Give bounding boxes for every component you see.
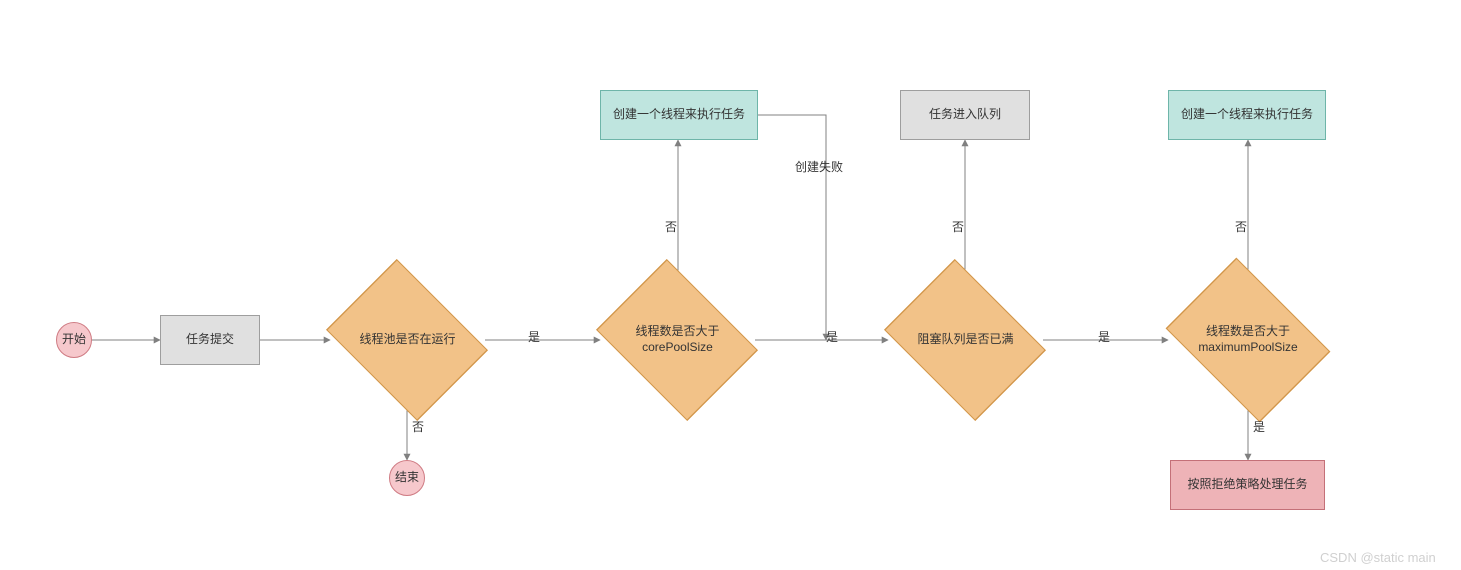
watermark-text: CSDN @static main bbox=[1320, 550, 1436, 565]
submit-label: 任务提交 bbox=[186, 332, 234, 348]
core-decision: 线程数是否大于 corePoolSize bbox=[600, 280, 755, 400]
start-terminator: 开始 bbox=[56, 322, 92, 358]
running-label: 线程池是否在运行 bbox=[359, 332, 455, 348]
edge-label: 是 bbox=[826, 328, 838, 345]
end-label: 结束 bbox=[395, 470, 419, 486]
reject-label: 按照拒绝策略处理任务 bbox=[1187, 477, 1307, 493]
core-label: 线程数是否大于 corePoolSize bbox=[635, 324, 719, 355]
submit-process: 任务提交 bbox=[160, 315, 260, 365]
start-label: 开始 bbox=[62, 332, 86, 348]
create2-process: 创建一个线程来执行任务 bbox=[1168, 90, 1326, 140]
watermark: CSDN @static main bbox=[1320, 550, 1436, 565]
edge-label: 否 bbox=[412, 418, 424, 435]
queue-label: 阻塞队列是否已满 bbox=[917, 332, 1013, 348]
enqueue-label: 任务进入队列 bbox=[929, 107, 1001, 123]
edge-label: 否 bbox=[1235, 218, 1247, 235]
end-terminator: 结束 bbox=[389, 460, 425, 496]
running-decision: 线程池是否在运行 bbox=[330, 280, 485, 400]
create1-process: 创建一个线程来执行任务 bbox=[600, 90, 758, 140]
create2-label: 创建一个线程来执行任务 bbox=[1181, 107, 1313, 123]
edge-label: 否 bbox=[952, 218, 964, 235]
max-decision: 线程数是否大于 maximumPoolSize bbox=[1168, 280, 1328, 400]
edge-label: 是 bbox=[1098, 328, 1110, 345]
edge bbox=[758, 115, 826, 340]
edge-label: 否 bbox=[665, 218, 677, 235]
reject-process: 按照拒绝策略处理任务 bbox=[1170, 460, 1325, 510]
create1-label: 创建一个线程来执行任务 bbox=[613, 107, 745, 123]
edge-label: 创建失败 bbox=[795, 158, 843, 175]
max-label: 线程数是否大于 maximumPoolSize bbox=[1198, 324, 1297, 355]
edge-label: 是 bbox=[1253, 418, 1265, 435]
queue-decision: 阻塞队列是否已满 bbox=[888, 280, 1043, 400]
edge-label: 是 bbox=[528, 328, 540, 345]
enqueue-process: 任务进入队列 bbox=[900, 90, 1030, 140]
